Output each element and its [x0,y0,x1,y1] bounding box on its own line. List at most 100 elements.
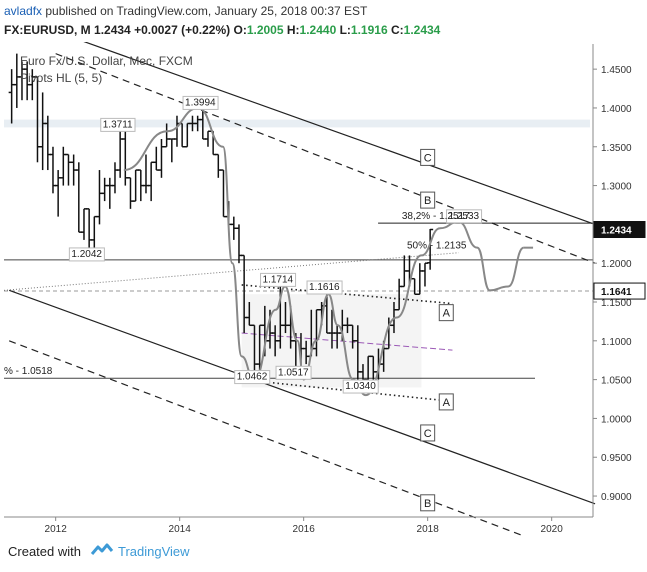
label-text: C [424,428,432,440]
price-annotation: 38,2% - 1.2517 [402,211,470,222]
ohlc-line: FX:EURUSD, M 1.2434 +0.0027 (+0.22%) O:1… [4,23,440,37]
tradingview-brand[interactable]: TradingView [118,544,190,559]
high-value: 1.2440 [299,23,337,37]
price-annotation: 1.1714 [260,272,297,287]
price-annotation: 50% - 1.2135 [407,241,467,252]
annotation-box [342,379,379,394]
y-tick-label: 1.2000 [601,259,632,270]
annotation-text: 1.3711 [103,119,133,130]
price-tag-box [593,221,646,239]
annotation-text: % - 1.0518 [4,366,53,377]
last-price: 1.2434 [94,23,131,37]
channel-label-B: B [420,494,436,512]
label-text: B [424,195,431,207]
fib-50-dotted-line [3,252,459,291]
created-with-label: Created with [8,544,81,559]
label-box [420,494,436,512]
triangle-upper-dotted [241,284,453,305]
price-annotation: % - 1.0518 [4,366,53,377]
annotation-text: 1.0340 [345,381,376,392]
annotation-box [275,365,312,380]
channel-label-C: C [420,148,436,166]
low-value: 1.1916 [350,23,388,37]
annotation-text: 50% - 1.2135 [407,241,467,252]
price-annotation: 1.2533 [446,209,483,224]
author-link[interactable]: avladfx [4,4,43,18]
price-tag-text: 1.1641 [601,287,632,298]
price-change: +0.0027 (+0.22%) [134,23,231,37]
open-value: 1.2005 [246,23,284,37]
plot-area [4,44,593,517]
trendline-group [3,42,596,536]
channel-lower-C [8,289,596,505]
annotation-box [68,247,105,262]
channel-upper-C [83,42,596,225]
x-tick-label: 2018 [417,524,440,535]
publish-line: avladfx published on TradingView.com, Ja… [4,4,367,18]
high-label: H: [286,23,300,37]
label-box [420,148,436,166]
annotation-box [446,209,483,224]
annotation-text: 1.3994 [185,97,216,108]
price-annotation: 1.0462 [234,370,271,385]
tradingview-logo-icon [90,543,114,555]
low-label: L: [339,23,351,37]
price-annotation: 1.3994 [182,95,219,110]
y-tick-label: 1.3000 [601,182,632,193]
x-tick-label: 2014 [169,524,192,535]
publish-info: published on TradingView.com, January 25… [45,4,368,18]
label-box [420,424,436,442]
annotation-text: 1.0462 [237,372,268,383]
x-tick-label: 2016 [293,524,316,535]
triangle-lower-dotted [241,378,453,403]
symbol-label: FX:EURUSD, M [4,23,91,37]
annotation-box [306,280,343,295]
indicator-label: Pivots HL (5, 5) [20,71,102,85]
price-annotation: 1.0517 [275,365,312,380]
price-tag: 1.2434 [593,221,646,239]
label-text: C [424,152,432,164]
annotation-box [260,272,297,287]
annotation-box [234,370,271,385]
label-text: B [424,498,431,510]
annotation-group: 1.3994 1.3711 1.2042 1.1714 1.1616 1.0462 1.05… [4,95,483,512]
y-tick-label: 1.0000 [601,414,632,425]
footer: Created with TradingView [0,536,647,572]
price-tag: 1.1641 [593,282,646,300]
annotation-text: 1.2042 [71,249,102,260]
y-tick-label: 1.4500 [601,65,632,76]
y-tick-label: 0.9500 [601,453,632,464]
y-tick-label: 1.4000 [601,104,632,115]
axes-group: 1.45001.40001.35001.30001.25001.20001.15… [4,44,646,535]
annotation-text: 1.1616 [309,282,340,293]
channel-label-B: B [420,191,436,209]
channel-label-A: A [438,393,454,411]
x-tick-label: 2020 [541,524,564,535]
price-annotation: 1.1616 [306,280,343,295]
price-tag-box [593,282,646,300]
annotation-text: 1.0517 [278,367,309,378]
annotation-box [182,95,219,110]
chart-header: avladfx published on TradingView.com, Ja… [0,0,647,46]
close-label: C: [390,23,404,37]
label-box [438,304,454,322]
channel-upper-B [55,53,596,264]
y-tick-label: 1.0500 [601,376,632,387]
price-chart[interactable]: 1.3994 1.3711 1.2042 1.1714 1.1616 1.0462 1.05… [0,42,647,536]
label-box [420,191,436,209]
price-annotation: 1.3711 [100,117,136,132]
ohlc-bar [427,228,434,270]
label-text: A [443,397,451,409]
channel-label-A: A [438,304,454,322]
y-tick-label: 1.1500 [601,298,632,309]
annotation-text: 1.2533 [449,211,480,222]
annotation-text: 38,2% - 1.2517 [402,211,470,222]
y-tick-label: 0.9000 [601,492,632,503]
resistance-band [4,119,590,128]
price-annotation: 1.0340 [342,379,379,394]
label-text: A [443,308,451,320]
triangle-midline [241,332,453,351]
label-box [438,393,454,411]
annotation-text: 1.1714 [263,274,294,285]
price-annotation: 1.2042 [68,247,105,262]
